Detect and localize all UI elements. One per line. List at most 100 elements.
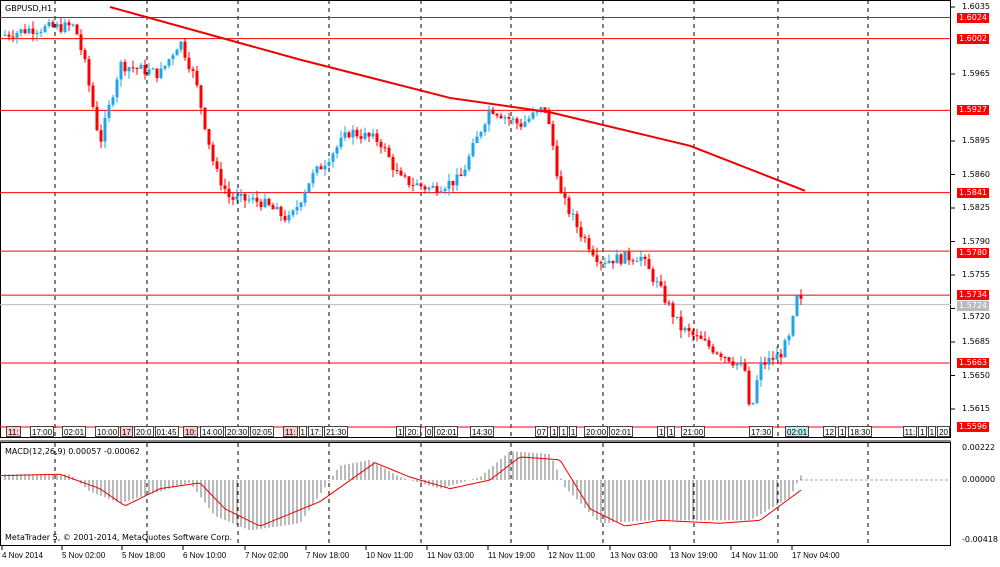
- candle-body: [379, 141, 383, 148]
- candle-body: [215, 161, 219, 169]
- candle-body: [371, 133, 375, 137]
- candle-body: [435, 186, 439, 193]
- candle-body: [747, 370, 751, 405]
- event-label[interactable]: 10:: [183, 426, 199, 437]
- event-label[interactable]: 02:01: [785, 426, 810, 437]
- candle-body: [707, 340, 711, 347]
- bid-tag: 1.5724: [957, 301, 989, 312]
- event-label[interactable]: 1: [927, 426, 937, 437]
- candle-body: [63, 22, 67, 32]
- level-tag: 1.5663: [957, 358, 989, 369]
- event-label[interactable]: 20: [937, 426, 950, 437]
- event-label[interactable]: 21:30: [324, 426, 349, 437]
- price-axis-label: 1.5825: [962, 203, 990, 212]
- candle-body: [775, 353, 779, 360]
- candle-body: [295, 206, 299, 211]
- event-label[interactable]: 0: [425, 426, 434, 437]
- event-label[interactable]: 20:30: [225, 426, 250, 437]
- candle-body: [663, 285, 667, 303]
- candle-body: [99, 130, 103, 142]
- candle-body: [795, 295, 799, 316]
- candle-body: [203, 107, 207, 130]
- candle-body: [159, 68, 163, 79]
- event-label[interactable]: 1: [657, 426, 666, 437]
- candle-body: [695, 335, 699, 337]
- time-axis-label: 13 Nov 03:00: [610, 551, 658, 560]
- candle-body: [739, 363, 743, 365]
- candle-body: [247, 199, 251, 201]
- event-label[interactable]: 1: [559, 426, 568, 437]
- candle-body: [511, 118, 515, 120]
- candle-body: [419, 183, 423, 187]
- event-label[interactable]: 02:01: [434, 426, 459, 437]
- candle-body: [431, 186, 435, 188]
- candle-body: [275, 206, 279, 210]
- level-tag: 1.6024: [957, 13, 989, 23]
- candle-body: [51, 22, 55, 28]
- event-label[interactable]: 18:30: [848, 426, 873, 437]
- candle-body: [563, 193, 567, 198]
- event-label[interactable]: 1: [298, 426, 307, 437]
- candle-body: [779, 353, 783, 358]
- event-label[interactable]: 1: [396, 426, 405, 437]
- candle-body: [55, 24, 59, 28]
- candle-body: [671, 303, 675, 318]
- candle-body: [39, 31, 43, 33]
- candle-body: [759, 362, 763, 381]
- candle-body: [447, 180, 451, 189]
- candle-body: [123, 61, 127, 72]
- candle-body: [535, 110, 539, 113]
- event-label[interactable]: 07: [535, 426, 548, 437]
- event-label[interactable]: 14:00: [200, 426, 225, 437]
- candle-body: [15, 32, 19, 38]
- candle-body: [183, 41, 187, 58]
- time-axis-label: 11 Nov 03:00: [427, 551, 474, 560]
- candle-body: [291, 210, 295, 216]
- candle-body: [223, 185, 227, 189]
- event-label[interactable]: 1: [568, 426, 578, 437]
- event-label[interactable]: 20:: [405, 426, 421, 437]
- event-label[interactable]: 11:: [283, 426, 298, 437]
- candle-body: [279, 206, 283, 216]
- candle-body: [343, 132, 347, 138]
- event-label[interactable]: 1: [918, 426, 927, 437]
- event-label[interactable]: 21:00: [681, 426, 706, 437]
- candle-body: [515, 118, 519, 124]
- candle-body: [163, 65, 167, 69]
- candle-body: [415, 183, 419, 186]
- event-label[interactable]: 14:30: [470, 426, 495, 437]
- event-label[interactable]: 02:01: [609, 426, 634, 437]
- event-label[interactable]: 17:: [307, 426, 324, 437]
- candle-body: [283, 215, 287, 221]
- event-label[interactable]: 11:: [6, 426, 21, 437]
- price-axis-label: 1.5755: [962, 270, 990, 279]
- candle-body: [211, 144, 215, 162]
- candle-body: [519, 123, 523, 127]
- candle-body: [323, 165, 327, 170]
- event-label[interactable]: 02:05: [250, 426, 275, 437]
- candle-body: [255, 197, 259, 202]
- event-label[interactable]: 17: [120, 426, 133, 437]
- candle-body: [571, 213, 575, 215]
- event-label[interactable]: 20:0: [133, 426, 154, 437]
- candle-body: [647, 259, 651, 270]
- event-label[interactable]: 12: [823, 426, 836, 437]
- candle-body: [383, 147, 387, 149]
- event-label[interactable]: 11:: [902, 426, 918, 437]
- event-label[interactable]: 10:00: [95, 426, 120, 437]
- candle-body: [643, 256, 647, 260]
- level-tag: 1.5596: [957, 422, 989, 432]
- event-label[interactable]: 20:00: [584, 426, 609, 437]
- event-label[interactable]: 17:00: [30, 426, 55, 437]
- candle-body: [191, 69, 195, 71]
- event-label[interactable]: 02:01: [62, 426, 87, 437]
- event-label[interactable]: 01:45: [154, 426, 179, 437]
- event-label[interactable]: 1: [550, 426, 559, 437]
- event-label[interactable]: 17:30: [749, 426, 774, 437]
- event-label[interactable]: 1: [838, 426, 847, 437]
- candle-body: [659, 281, 663, 286]
- candle-body: [763, 362, 767, 365]
- candle-body: [23, 29, 27, 34]
- event-label[interactable]: 1: [667, 426, 676, 437]
